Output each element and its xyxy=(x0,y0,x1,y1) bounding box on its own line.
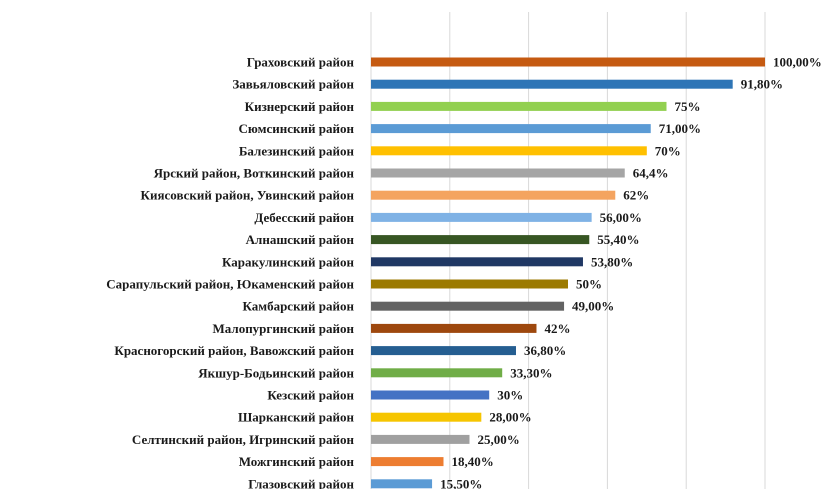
bar xyxy=(371,412,482,422)
bars xyxy=(371,57,765,489)
category-label: Кизнерский район xyxy=(245,99,355,114)
bar xyxy=(371,212,592,222)
category-label: Можгинский район xyxy=(239,454,355,469)
value-label: 49,00% xyxy=(572,299,614,314)
category-label: Балезинский район xyxy=(239,143,355,158)
category-label: Алнашский район xyxy=(246,232,355,247)
value-labels: 100,00% 91,80% 75% 71,00% 70% 64,4% 62% 56,00% 5… xyxy=(440,55,822,489)
bar xyxy=(371,124,651,134)
bar xyxy=(371,323,537,333)
value-label: 62% xyxy=(623,188,649,203)
bar xyxy=(371,346,516,356)
value-label: 64,4% xyxy=(633,166,669,181)
value-label: 70% xyxy=(655,143,681,158)
bar xyxy=(371,368,503,378)
bar xyxy=(371,168,625,178)
bar xyxy=(371,101,667,111)
category-label: Ярский район, Воткинский район xyxy=(154,166,355,181)
bar xyxy=(371,479,433,489)
bar xyxy=(371,301,565,311)
bar xyxy=(371,79,733,89)
bar xyxy=(371,57,765,67)
value-label: 18,40% xyxy=(451,454,493,469)
gridlines xyxy=(370,12,766,489)
category-label: Селтинский район, Игринский район xyxy=(132,432,355,447)
category-labels: Граховский район Завьяловский район Кизнер… xyxy=(106,55,354,489)
value-label: 53,80% xyxy=(591,254,633,269)
value-label: 30% xyxy=(497,388,523,403)
category-label: Красногорский район, Вавожский район xyxy=(114,343,354,358)
category-label: Малопургинский район xyxy=(213,321,355,336)
category-label: Дебесский район xyxy=(254,210,354,225)
value-label: 28,00% xyxy=(489,410,531,425)
value-label: 75% xyxy=(675,99,701,114)
bar xyxy=(371,190,616,200)
value-label: 55,40% xyxy=(597,232,639,247)
category-label: Киясовский район, Увинский район xyxy=(141,188,355,203)
category-label: Якшур-Бодьинский район xyxy=(198,365,354,380)
value-label: 36,80% xyxy=(524,343,566,358)
value-label: 71,00% xyxy=(659,121,701,136)
bar xyxy=(371,146,647,156)
bar xyxy=(371,390,490,400)
category-label: Каракулинский район xyxy=(222,254,354,269)
bar xyxy=(371,235,590,245)
value-label: 100,00% xyxy=(773,55,822,70)
value-label: 25,00% xyxy=(478,432,520,447)
bar xyxy=(371,279,568,289)
category-label: Камбарский район xyxy=(242,299,354,314)
bar xyxy=(371,434,470,444)
category-label: Завьяловский район xyxy=(232,77,354,92)
value-label: 15,50% xyxy=(440,476,482,489)
category-label: Граховский район xyxy=(247,55,355,70)
bar xyxy=(371,257,583,267)
category-label: Шарканский район xyxy=(238,410,355,425)
category-label: Сарапульский район, Юкаменский район xyxy=(106,277,354,292)
value-label: 33,30% xyxy=(510,365,552,380)
value-label: 42% xyxy=(544,321,570,336)
bar xyxy=(371,457,444,467)
category-label: Глазовский район xyxy=(248,476,354,489)
value-label: 50% xyxy=(576,277,602,292)
value-label: 91,80% xyxy=(741,77,783,92)
value-label: 56,00% xyxy=(600,210,642,225)
category-label: Кезский район xyxy=(267,388,354,403)
category-label: Сюмсинский район xyxy=(239,121,355,136)
